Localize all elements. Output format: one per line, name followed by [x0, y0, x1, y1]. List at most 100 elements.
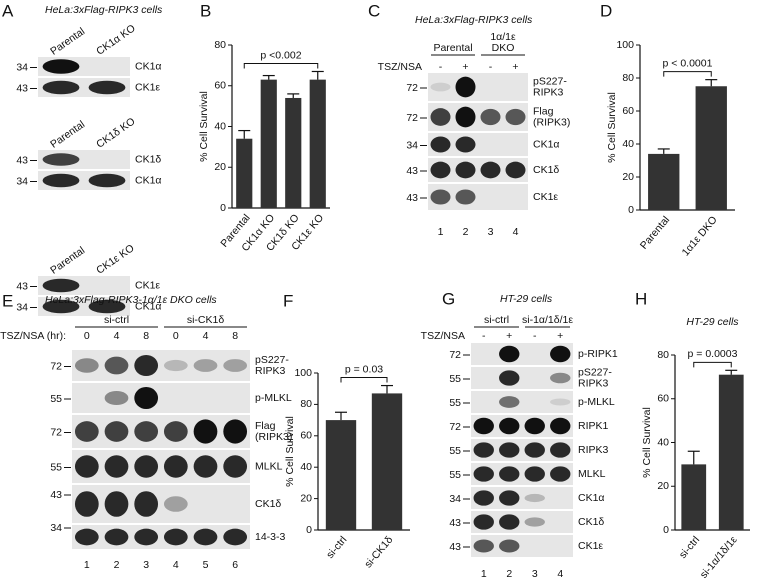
row-label: CK1α: [533, 138, 560, 150]
blot-band: [473, 539, 494, 553]
blot-band: [42, 80, 80, 95]
blot-strip: [471, 439, 573, 461]
blot-band: [74, 528, 99, 546]
mw-marker: 34: [406, 139, 418, 151]
blot-band: [480, 161, 501, 179]
blot-band: [163, 359, 188, 372]
blot-strip: [72, 350, 250, 381]
blot-band: [430, 161, 451, 179]
group-label: si-ctrl: [484, 314, 509, 326]
blot-band: [524, 417, 545, 435]
mw-marker: 72: [449, 349, 461, 361]
treatment-sign: 8: [232, 330, 238, 342]
blot-title: HT-29 cells: [500, 293, 553, 305]
blot-strip: [72, 415, 250, 448]
row-label: p-MLKL: [578, 396, 615, 408]
y-tick-label: 80: [657, 349, 669, 361]
mw-marker: 34: [16, 301, 28, 313]
significance-bracket: [663, 71, 712, 77]
row-label: CK1ε: [578, 540, 603, 552]
row-label: RIPK3: [533, 86, 564, 98]
lane-number: 1: [438, 226, 444, 238]
blot-band: [473, 417, 494, 435]
y-tick-label: 40: [657, 436, 669, 448]
blot-band: [499, 539, 520, 553]
blot-title: HeLa:3xFlag-RIPK3 cells: [45, 4, 163, 16]
blot-strip: [471, 367, 573, 389]
bar: [681, 464, 707, 530]
y-tick-label: 60: [657, 393, 669, 405]
blot-title: HeLa:3xFlag-RIPK3 cells: [415, 14, 533, 26]
row-label: CK1ε: [135, 279, 160, 291]
y-tick-label: 100: [616, 39, 634, 51]
blot-band: [499, 490, 520, 506]
blot-band: [499, 442, 520, 458]
mw-marker: 43: [16, 154, 28, 166]
panel-letter: C: [368, 1, 380, 20]
blot-band: [455, 136, 476, 153]
blot-strip: [471, 391, 573, 413]
significance-bracket: [693, 361, 732, 368]
bar: [236, 138, 253, 208]
y-axis-label: % Cell Survival: [641, 407, 653, 478]
blot-band: [550, 442, 571, 458]
y-tick-label: 60: [300, 430, 312, 442]
column-label: CK1α KO: [94, 22, 137, 57]
blot-band: [455, 189, 476, 205]
bar: [325, 420, 357, 530]
blot-band: [104, 455, 129, 478]
blot-band: [455, 106, 476, 128]
y-tick-label: 80: [214, 39, 226, 51]
panel-letter: G: [442, 289, 455, 308]
mw-marker: 55: [449, 445, 461, 457]
blot-band: [550, 372, 571, 384]
blot-band: [134, 455, 159, 478]
blot-band: [473, 514, 494, 530]
blot-band: [505, 108, 526, 126]
mw-marker: 55: [50, 393, 62, 405]
treatment-sign: 8: [143, 330, 149, 342]
mw-marker: 72: [50, 426, 62, 438]
blot-strip: [72, 485, 250, 523]
blot-strip: [471, 487, 573, 509]
x-tick-label: si-1α/1δ/1ε: [698, 534, 740, 581]
blot-band: [42, 299, 80, 314]
treatment-label: TSZ/NSA (hr):: [0, 330, 66, 342]
row-label: CK1α: [135, 60, 162, 72]
treatment-sign: -: [482, 330, 486, 342]
blot-band: [42, 173, 80, 188]
blot-band: [163, 421, 188, 442]
group-label: si-ctrl: [104, 314, 129, 326]
lane-number: 6: [232, 559, 238, 571]
blot-strip: [471, 535, 573, 557]
group-label: DKO: [492, 42, 515, 54]
row-label: CK1δ: [578, 516, 604, 528]
y-tick-label: 100: [294, 367, 312, 379]
chart-title: HT-29 cells: [686, 316, 739, 328]
y-tick-label: 0: [663, 524, 669, 536]
x-tick-label: si-ctrl: [324, 534, 349, 561]
blot-strip: [471, 343, 573, 365]
blot-band: [499, 417, 520, 435]
y-tick-label: 20: [300, 492, 312, 504]
y-axis-label: % Cell Survival: [284, 416, 296, 487]
treatment-sign: 0: [84, 330, 90, 342]
mw-marker: 72: [406, 112, 418, 124]
lane-number: 5: [203, 559, 209, 571]
blot-band: [550, 417, 571, 435]
blot-band: [163, 455, 188, 478]
treatment-sign: -: [439, 61, 443, 73]
blot-band: [473, 466, 494, 482]
blot-band: [163, 496, 188, 512]
row-label: pS227-: [533, 75, 567, 87]
panel-letter: B: [200, 1, 211, 20]
blot-strip: [72, 450, 250, 483]
row-label: p-RIPK1: [578, 348, 618, 360]
blot-band: [163, 528, 188, 546]
row-label: pS227-: [578, 366, 612, 378]
blot-band: [42, 59, 80, 74]
row-label: RIPK3: [578, 444, 609, 456]
blot-band: [223, 419, 248, 444]
